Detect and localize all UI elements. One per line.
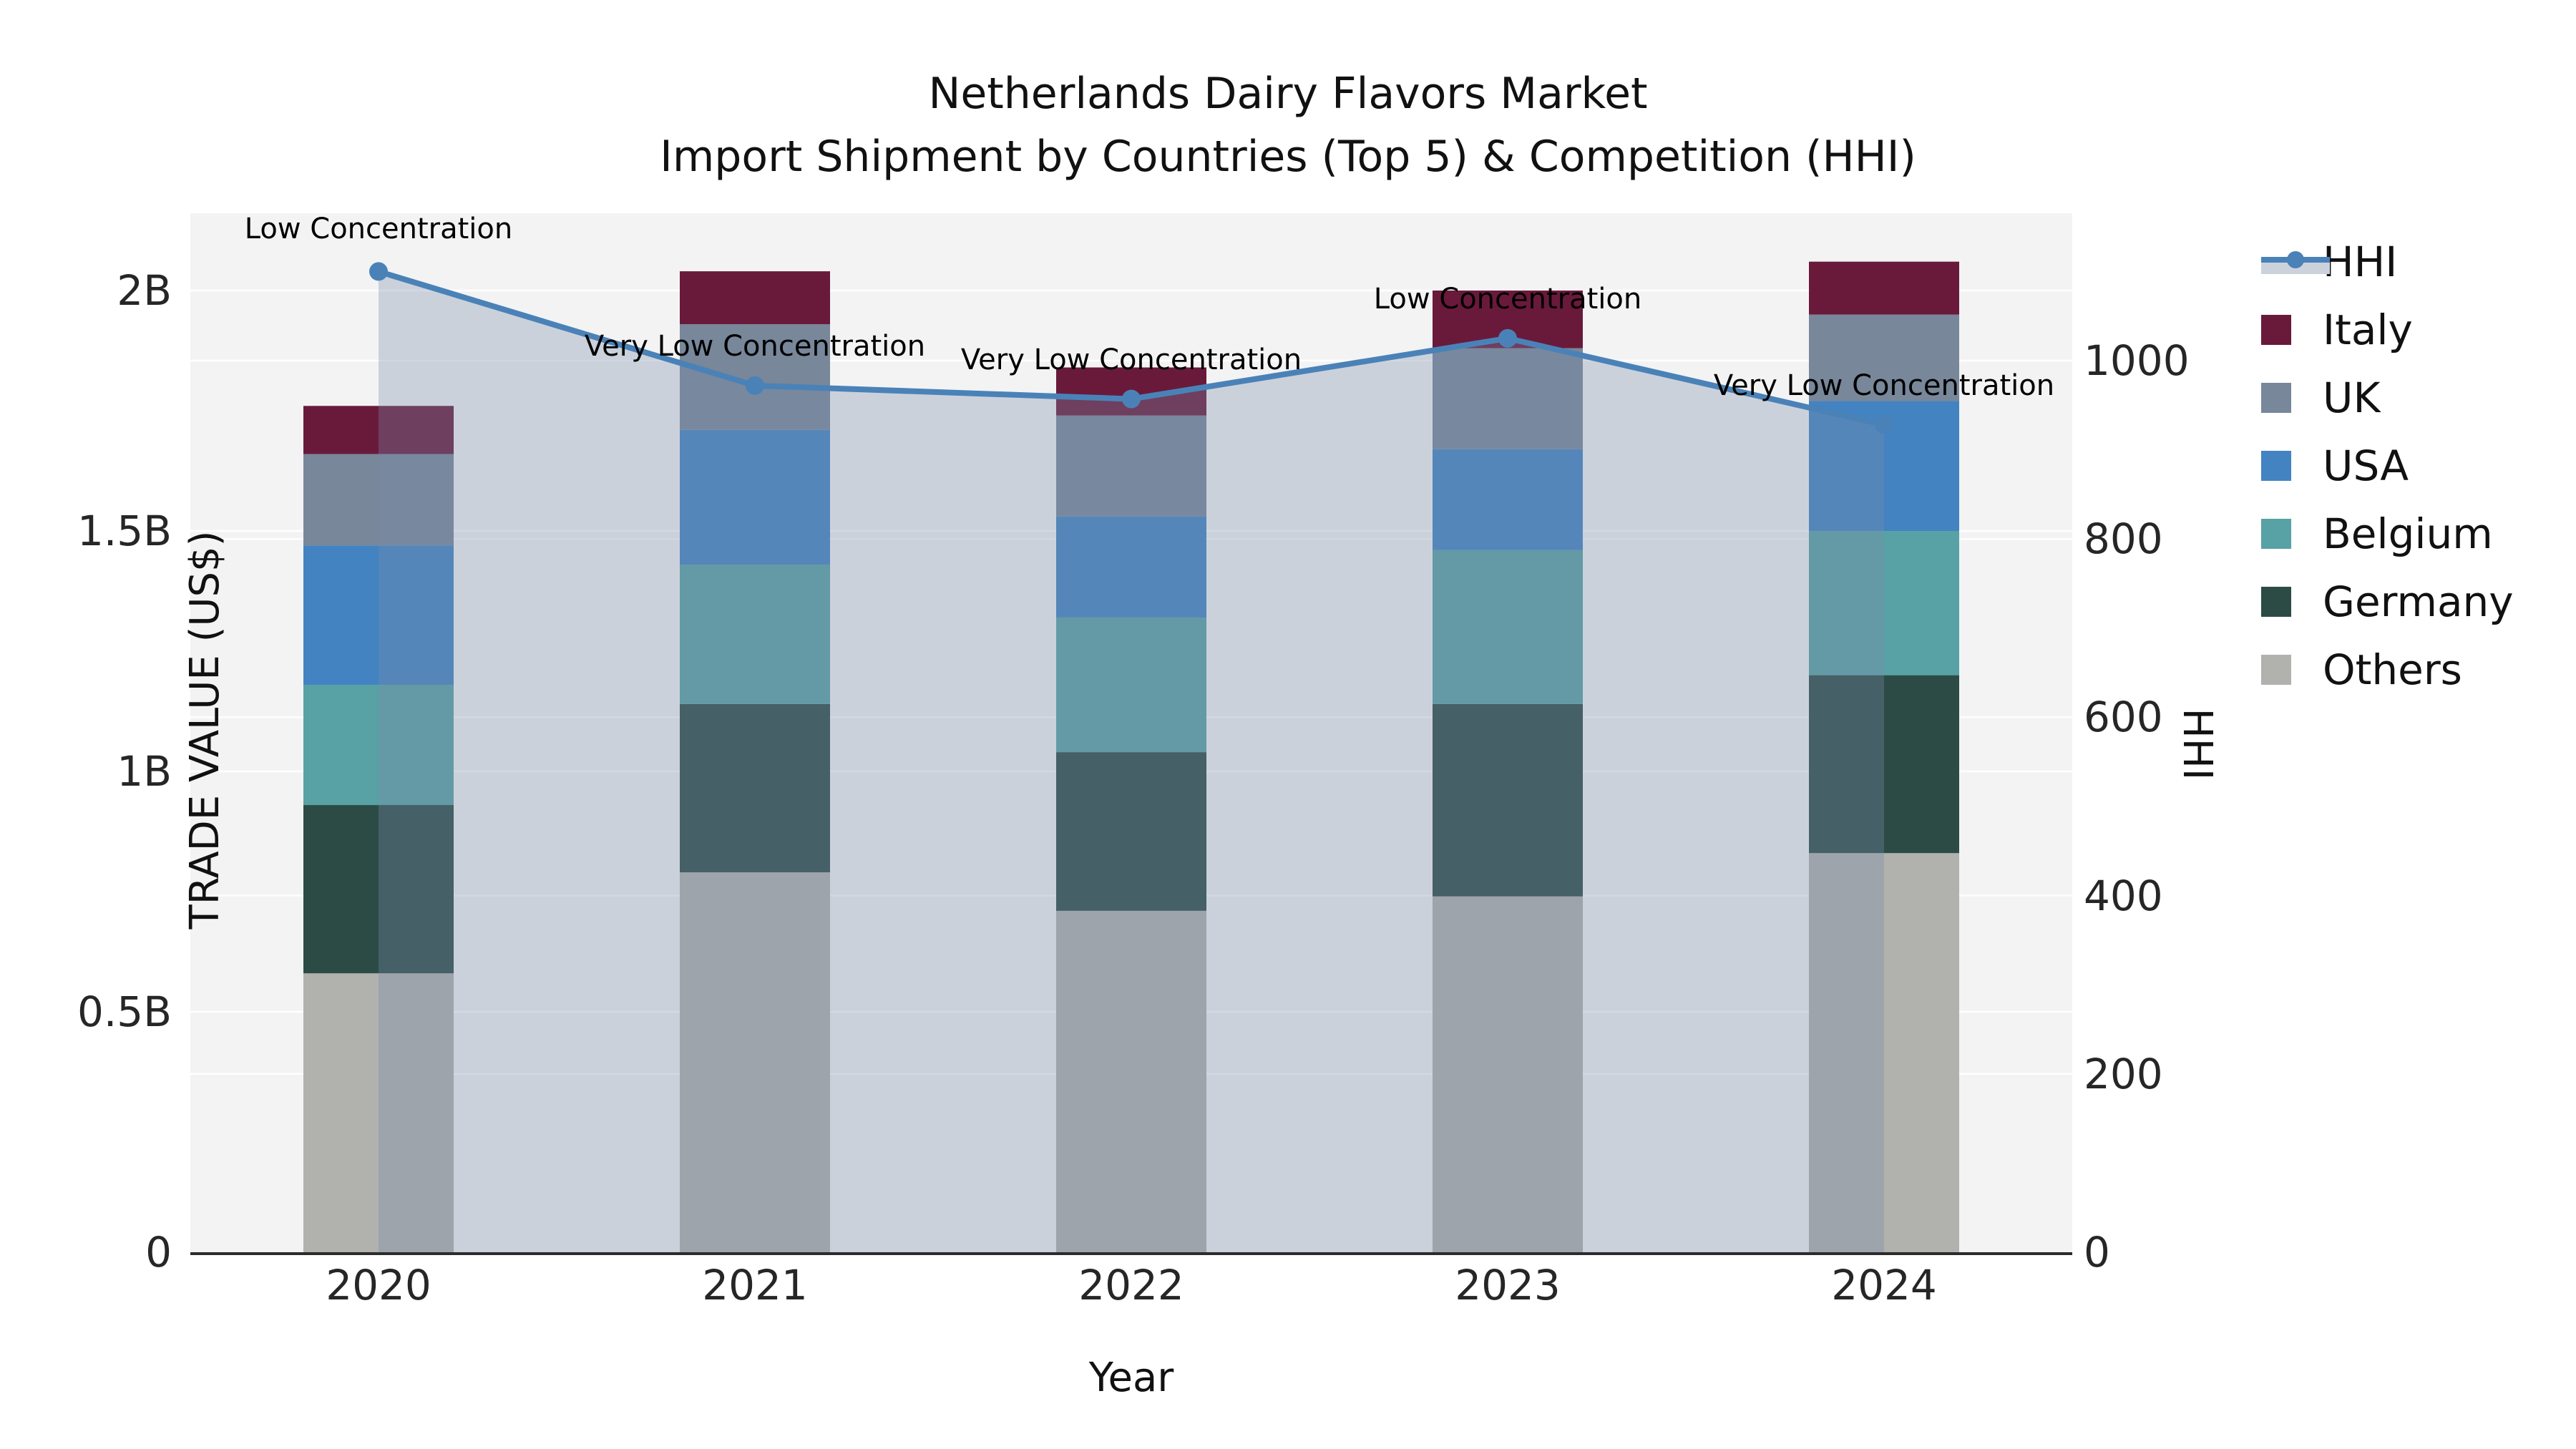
annotation-2022: Very Low Concentration (960, 343, 1302, 376)
annotation-2023: Low Concentration (1373, 282, 1642, 316)
bar-2021-germany (680, 703, 830, 873)
legend-item-italy: Italy (2261, 296, 2514, 364)
left-tick-0: 0 (145, 1228, 172, 1277)
bar-2020-usa (303, 545, 454, 686)
bar-2023-others (1433, 896, 1583, 1252)
legend-label: Belgium (2323, 509, 2493, 558)
annotation-2024: Very Low Concentration (1713, 369, 2055, 402)
x-tick-2022: 2022 (1078, 1261, 1184, 1309)
legend-item-germany: Germany (2261, 567, 2514, 635)
legend-label: HHI (2323, 237, 2398, 286)
chart-title-line2: Import Shipment by Countries (Top 5) & C… (660, 132, 1916, 182)
germany-swatch-icon (2261, 586, 2291, 617)
plot-area (190, 213, 2072, 1255)
hhi-legend-icon (2261, 247, 2330, 277)
right-tick-400: 400 (2084, 871, 2163, 920)
bar-2020-uk (303, 454, 454, 546)
right-tick-600: 600 (2084, 693, 2163, 742)
legend-label: UK (2323, 373, 2381, 422)
right-tick-1000: 1000 (2084, 336, 2190, 385)
uk-swatch-icon (2261, 382, 2291, 413)
left-tick-2B: 2B (117, 266, 172, 315)
bar-2024-others (1809, 853, 1959, 1252)
bar-2023-usa (1433, 449, 1583, 550)
bar-2020-belgium (303, 685, 454, 806)
hhi-marker-2020 (369, 262, 388, 281)
chart-title-line1: Netherlands Dairy Flavors Market (928, 69, 1648, 119)
legend-item-others: Others (2261, 635, 2514, 703)
hhi-marker-2021 (746, 376, 764, 395)
bar-2020-others (303, 973, 454, 1252)
belgium-swatch-icon (2261, 518, 2291, 549)
legend-label: Italy (2323, 305, 2413, 354)
x-axis-title: Year (1088, 1355, 1174, 1401)
bar-2023-belgium (1433, 550, 1583, 704)
x-tick-2020: 2020 (326, 1261, 431, 1309)
legend-label: Germany (2323, 577, 2514, 626)
bar-2021-others (680, 872, 830, 1252)
left-tick-1.5B: 1.5B (77, 507, 172, 555)
legend-item-hhi: HHI (2261, 228, 2514, 296)
bar-2021-usa (680, 429, 830, 565)
x-tick-2021: 2021 (702, 1261, 808, 1309)
x-tick-2023: 2023 (1455, 1261, 1561, 1309)
bar-2020-italy (303, 406, 454, 454)
bar-2024-uk (1809, 314, 1959, 401)
left-axis-title: TRADE VALUE (US$) (181, 530, 228, 930)
bar-2022-germany (1056, 752, 1206, 911)
hhi-area-fill (379, 271, 1884, 1252)
bar-2022-belgium (1056, 617, 1206, 753)
bar-2024-germany (1809, 675, 1959, 854)
bar-2022-usa (1056, 516, 1206, 618)
usa-swatch-icon (2261, 450, 2291, 481)
hhi-marker-2024 (1875, 415, 1893, 434)
right-tick-200: 200 (2084, 1049, 2163, 1098)
italy-swatch-icon (2261, 314, 2291, 345)
bar-2024-italy (1809, 261, 1959, 315)
right-tick-0: 0 (2084, 1228, 2110, 1277)
left-tick-0.5B: 0.5B (77, 987, 172, 1036)
legend-item-uk: UK (2261, 364, 2514, 431)
bar-2023-germany (1433, 703, 1583, 897)
annotation-2021: Very Low Concentration (584, 329, 926, 363)
legend-item-belgium: Belgium (2261, 499, 2514, 567)
bar-2024-belgium (1809, 531, 1959, 675)
bar-2021-italy (680, 271, 830, 325)
bar-2020-germany (303, 805, 454, 974)
left-tick-1B: 1B (117, 747, 172, 796)
hhi-marker-2023 (1498, 328, 1517, 348)
x-tick-2024: 2024 (1831, 1261, 1937, 1309)
bar-2023-uk (1433, 348, 1583, 449)
annotation-2020: Low Concentration (244, 213, 513, 246)
bar-2022-others (1056, 910, 1206, 1252)
right-tick-800: 800 (2084, 514, 2163, 564)
bar-2022-uk (1056, 415, 1206, 517)
hhi-marker-2022 (1122, 389, 1141, 409)
legend: HHI Italy UK USA Belgium Germany Others (2261, 228, 2514, 703)
legend-item-usa: USA (2261, 431, 2514, 499)
chart-canvas (190, 261, 2072, 1252)
bar-2021-belgium (680, 565, 830, 704)
others-swatch-icon (2261, 654, 2291, 685)
legend-label: Others (2323, 645, 2462, 694)
legend-label: USA (2323, 441, 2409, 490)
